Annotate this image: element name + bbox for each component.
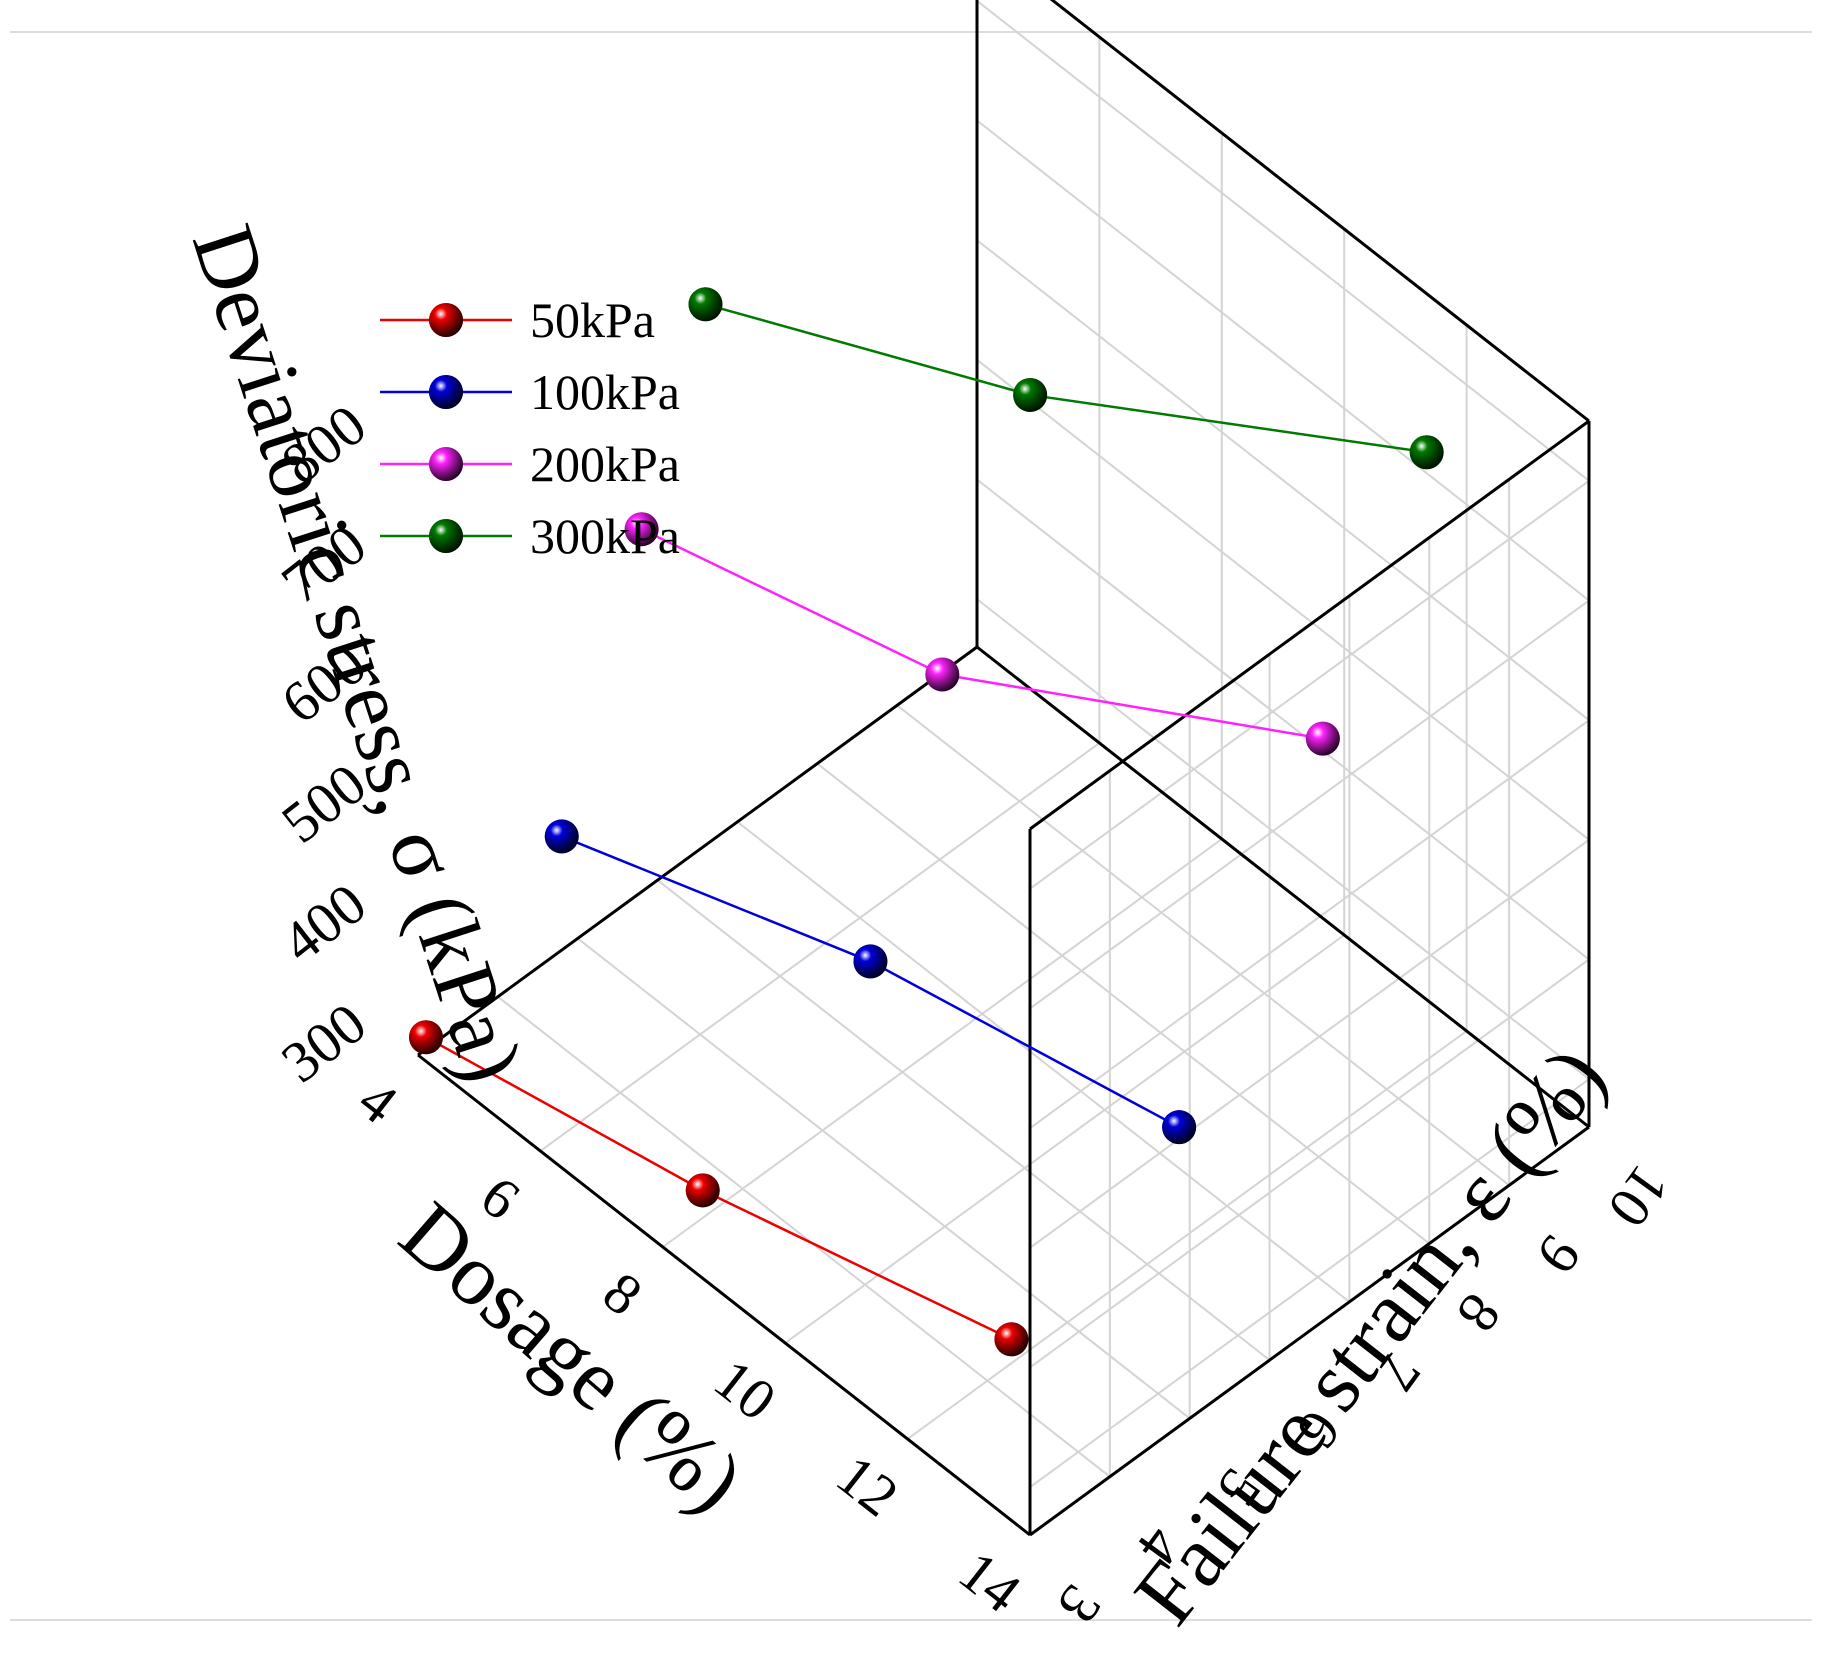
- x-tick-label: 14: [947, 1538, 1033, 1625]
- legend-entry: 50kPa: [380, 292, 655, 348]
- legend-label: 50kPa: [530, 292, 655, 348]
- floor-gridline: [784, 934, 1345, 1344]
- wall-gridline: [976, 0, 1590, 482]
- floor-gridline: [577, 937, 1191, 1420]
- legend-entry: 200kPa: [380, 436, 680, 492]
- legend-label: 200kPa: [530, 436, 680, 492]
- legend-label: 300kPa: [530, 508, 680, 564]
- wall-gridline: [976, 239, 1590, 721]
- frame-edge: [417, 1053, 1031, 1537]
- z-tick-label: 400: [269, 870, 378, 975]
- frame-edge: [1029, 1125, 1590, 1537]
- frame-edge: [976, 645, 1590, 1129]
- floor-gridline: [816, 762, 1430, 1245]
- legend: 50kPa 100kPa 200kPa 300kPa: [380, 292, 680, 564]
- data-point-shade: [925, 657, 960, 692]
- legend-entry: 300kPa: [380, 508, 680, 564]
- wall-gridline: [1029, 599, 1590, 1010]
- z-axis-label: Deviatoric stress, σ (kPa): [173, 214, 541, 1093]
- data-point-shade: [408, 1020, 443, 1055]
- data-point-shade: [1162, 1110, 1197, 1145]
- y-tick-label: 9: [1524, 1224, 1594, 1286]
- wall-gridline: [1029, 480, 1590, 890]
- wall-gridline: [1029, 719, 1590, 1129]
- series-line: [641, 528, 1324, 740]
- floor-gridline: [539, 742, 1100, 1152]
- data-point-shade: [1409, 435, 1444, 470]
- data-point-shade: [544, 819, 579, 854]
- x-tick-label: 12: [825, 1442, 911, 1529]
- floor-gridline: [736, 821, 1351, 1303]
- series-layer: [408, 287, 1444, 1357]
- wall-gridline: [1029, 958, 1590, 1369]
- wall-gridline: [976, 598, 1590, 1080]
- series-200kPa: [624, 512, 1340, 756]
- frame-edge: [417, 645, 978, 1057]
- frame-edge: [1049, 0, 1590, 423]
- x-tick-label: 4: [347, 1067, 410, 1136]
- wall-gridline: [976, 119, 1590, 602]
- floor-gridline: [497, 995, 1111, 1478]
- wall-gridline: [976, 478, 1590, 961]
- box-frame: [417, 0, 1591, 1537]
- x-axis-label: Dosage (%): [382, 1184, 761, 1531]
- wall-gridline: [1029, 1078, 1590, 1488]
- legend-marker-shade: [429, 303, 463, 337]
- series-50kPa: [408, 1020, 1029, 1357]
- series-300kPa: [688, 287, 1444, 470]
- series-100kPa: [544, 819, 1197, 1145]
- data-point-shade: [688, 287, 723, 322]
- data-point-shade: [994, 1322, 1029, 1357]
- floor-gridline: [907, 1030, 1468, 1440]
- wall-gridline: [976, 359, 1590, 841]
- data-point-shade: [685, 1173, 720, 1208]
- floor-gridline: [662, 838, 1223, 1248]
- z-tick-label: 300: [269, 990, 378, 1095]
- data-point-shade: [1013, 377, 1048, 412]
- legend-marker-shade: [429, 447, 463, 481]
- wall-gridline: [1029, 839, 1590, 1249]
- frame-edge: [1029, 419, 1590, 831]
- floor-gridline: [656, 879, 1271, 1361]
- data-point-shade: [853, 944, 888, 979]
- legend-label: 100kPa: [530, 364, 680, 420]
- floor-gridline: [896, 704, 1510, 1187]
- data-point-shade: [1305, 721, 1340, 756]
- legend-marker-shade: [429, 519, 463, 553]
- legend-marker-shade: [429, 375, 463, 409]
- data-point-shade: [624, 512, 659, 547]
- legend-entry: 100kPa: [380, 364, 680, 420]
- y-tick-label: 3: [1045, 1574, 1115, 1636]
- y-tick-label: 10: [1595, 1154, 1682, 1239]
- series-line: [561, 835, 1180, 1129]
